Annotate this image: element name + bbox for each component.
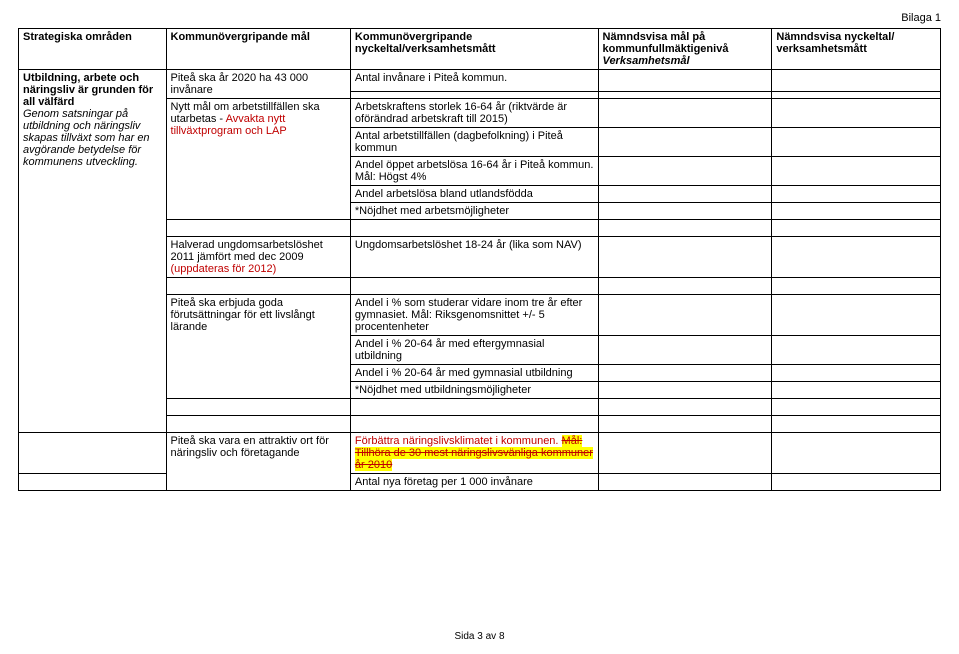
measure-cell: *Nöjdhet med utbildningsmöjligheter (350, 382, 598, 399)
header-strategic: Strategiska områden (19, 29, 167, 70)
namnd-measure-cell (772, 70, 941, 92)
measure-cell: Andel arbetslösa bland utlandsfödda (350, 186, 598, 203)
measure-cell: Antal invånare i Piteå kommun. (350, 70, 598, 92)
namnd-goal-cell (598, 70, 772, 92)
bilaga-label: Bilaga 1 (18, 12, 941, 24)
header-goals: Kommunövergripande mål (166, 29, 350, 70)
page-footer: Sida 3 av 8 (18, 631, 941, 642)
measure-cell: Antal arbetstillfällen (dagbefolkning) i… (350, 128, 598, 157)
measure-cell: Andel i % som studerar vidare inom tre å… (350, 295, 598, 336)
table-row: Utbildning, arbete och näringsliv är gru… (19, 70, 941, 92)
header-row: Strategiska områden Kommunövergripande m… (19, 29, 941, 70)
header-namnd-measures: Nämndsvisa nyckeltal/ verksamhetsmått (772, 29, 941, 70)
measure-cell: Andel i % 20-64 år med gymnasial utbildn… (350, 365, 598, 382)
goal-cell: Piteå ska år 2020 ha 43 000 invånare (166, 70, 350, 99)
goal-cell: Nytt mål om arbetstillfällen ska utarbet… (166, 99, 350, 220)
header-namnd-goals: Nämndsvisa mål på kommunfullmäktigenivå … (598, 29, 772, 70)
goal-cell: Halverad ungdomsarbetslöshet 2011 jämför… (166, 237, 350, 278)
table-row: Piteå ska vara en attraktiv ort för näri… (19, 433, 941, 474)
measure-cell: Andel öppet arbetslösa 16-64 år i Piteå … (350, 157, 598, 186)
goal-cell: Piteå ska erbjuda goda förutsättningar f… (166, 295, 350, 399)
measure-cell: Arbetskraftens storlek 16-64 år (riktvär… (350, 99, 598, 128)
header-measures: Kommunövergripande nyckeltal/verksamhets… (350, 29, 598, 70)
measure-cell: *Nöjdhet med arbetsmöjligheter (350, 203, 598, 220)
measure-cell: Ungdomsarbetslöshet 18-24 år (lika som N… (350, 237, 598, 278)
measure-cell: Förbättra näringslivsklimatet i kommunen… (350, 433, 598, 474)
strategic-cell: Utbildning, arbete och näringsliv är gru… (19, 70, 167, 433)
table-row: Antal nya företag per 1 000 invånare (19, 474, 941, 491)
goal-cell: Piteå ska vara en attraktiv ort för näri… (166, 433, 350, 491)
measure-cell: Antal nya företag per 1 000 invånare (350, 474, 598, 491)
main-table: Strategiska områden Kommunövergripande m… (18, 28, 941, 491)
measure-cell: Andel i % 20-64 år med eftergymnasial ut… (350, 336, 598, 365)
